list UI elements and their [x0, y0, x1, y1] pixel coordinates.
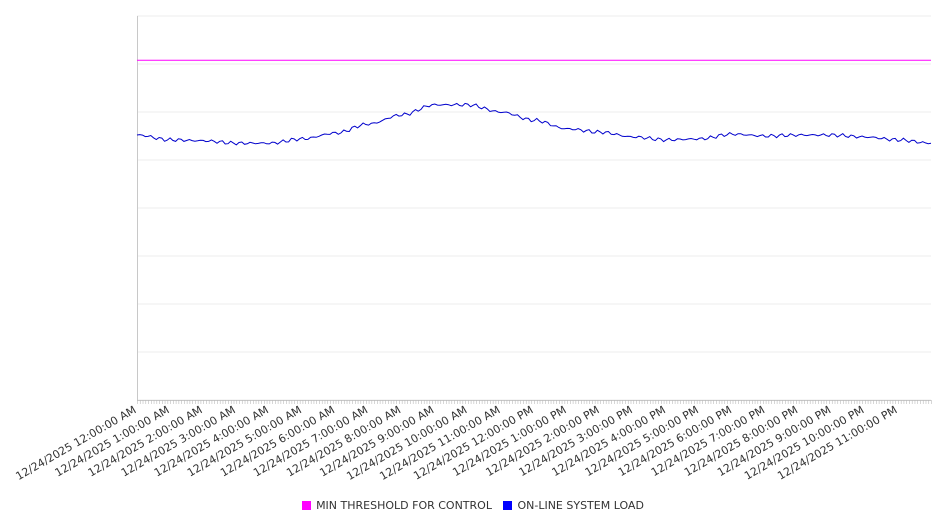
legend-label-threshold: MIN THRESHOLD FOR CONTROL — [316, 499, 492, 512]
legend-label-load: ON-LINE SYSTEM LOAD — [517, 499, 644, 512]
legend-swatch-threshold — [302, 501, 312, 510]
legend-swatch-load — [503, 501, 513, 510]
legend-item-threshold[interactable]: MIN THRESHOLD FOR CONTROL — [302, 499, 492, 512]
legend: MIN THRESHOLD FOR CONTROL ON-LINE SYSTEM… — [0, 499, 946, 512]
series-line-load — [136, 102, 932, 146]
legend-item-load[interactable]: ON-LINE SYSTEM LOAD — [503, 499, 644, 512]
